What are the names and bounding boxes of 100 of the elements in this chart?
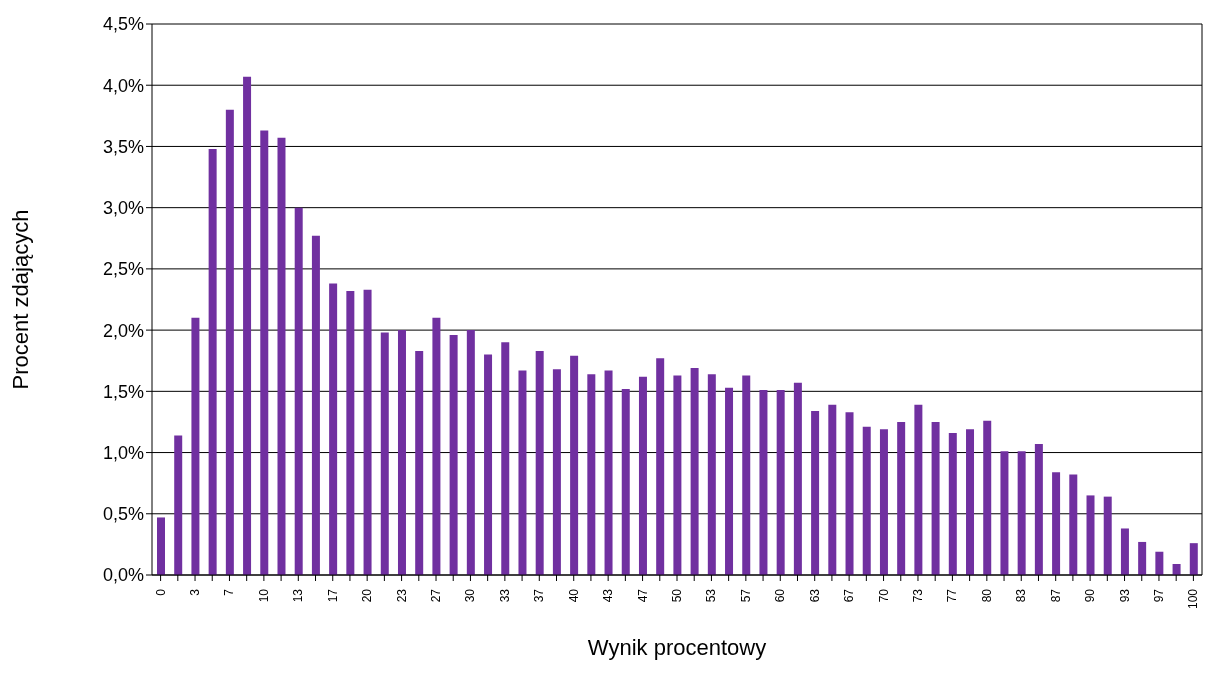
bar [484,354,493,575]
bar [294,207,303,575]
bar [311,235,320,575]
x-tick-label: 20 [360,588,375,603]
x-tick-label: 97 [1151,588,1166,603]
x-tick-label: 30 [463,588,478,603]
bar [329,283,338,575]
bar [535,350,544,575]
bar [432,317,441,575]
bar [1034,443,1043,575]
bar [948,432,957,575]
x-tick-label: 93 [1117,588,1132,603]
x-tick-label: 17 [325,588,340,603]
y-tick-label: 1,0% [102,442,144,463]
bar [225,109,234,575]
bar [208,148,217,575]
bar [552,369,561,575]
bar [1017,451,1026,575]
x-tick-label: 70 [876,588,891,603]
x-tick-label: 50 [670,588,684,603]
bar [897,421,906,575]
x-tick-label: 37 [532,588,547,603]
x-tick-label: 7 [222,588,237,596]
bar [191,317,200,575]
bar [277,137,286,575]
x-tick-label: 60 [773,588,788,603]
bar [174,435,183,575]
x-tick-label: 63 [807,588,822,603]
x-tick-label: 47 [635,588,650,603]
bar [673,375,682,575]
bar [157,517,165,575]
bar [587,374,596,575]
bar [1103,496,1112,575]
x-tick-label: 0 [153,588,168,596]
bar [397,330,406,575]
x-tick-label: 3 [188,588,203,596]
x-tick-label: 57 [738,588,753,603]
x-tick-label: 53 [704,588,719,603]
x-tick-label: 80 [979,588,994,603]
bar [1069,474,1078,575]
x-tick-label: 90 [1083,588,1098,603]
bar [638,376,647,575]
bar [1172,563,1181,575]
bar [570,355,579,575]
y-tick-label: 2,0% [102,320,144,341]
bar [380,332,389,575]
x-tick-label: 87 [1048,588,1063,603]
x-tick-label: 67 [842,588,857,603]
y-tick-label: 2,5% [102,259,144,280]
bar [466,330,475,575]
bar [621,388,630,575]
bar [879,429,888,575]
bar [1052,472,1061,575]
bar [656,358,665,575]
bar [983,420,992,575]
bar [690,368,699,575]
bar [415,350,424,575]
x-tick-label: 83 [1014,588,1029,603]
y-tick-label: 1,5% [102,381,144,402]
bar [363,289,372,575]
bar [449,335,458,575]
y-tick-label: 0,0% [102,565,144,586]
x-tick-label: 100 [1186,588,1201,610]
x-tick-label: 10 [256,588,271,603]
y-axis-title: Procent zdających [7,209,33,390]
bar [346,290,355,575]
bar [742,375,751,575]
x-tick-label: 23 [394,588,409,603]
bar [1120,528,1129,575]
bar [707,374,716,575]
bar [1086,495,1095,575]
x-tick-label: 27 [429,588,444,603]
bar [243,76,252,575]
x-tick-label: 73 [910,588,925,603]
bar [931,421,940,575]
bar [1000,451,1009,575]
y-tick-label: 3,5% [102,136,144,157]
y-tick-label: 4,5% [102,14,144,35]
x-tick-label: 13 [291,588,306,603]
y-tick-label: 0,5% [102,504,144,525]
bar [1189,543,1198,575]
bar [1155,551,1164,575]
bar [811,410,820,575]
y-tick-label: 4,0% [102,75,144,96]
bar [725,387,734,575]
bar [260,130,269,575]
bar [604,370,613,575]
y-tick-label: 3,0% [102,198,144,219]
bar [518,370,527,575]
x-tick-label: 33 [497,588,512,603]
bar [759,390,768,575]
x-tick-label: 43 [601,588,616,603]
bar [776,390,785,575]
bar [828,404,837,575]
x-axis-title: Wynik procentowy [587,635,767,660]
bar [914,404,923,575]
bar [793,382,802,575]
x-tick-label: 40 [566,588,581,603]
bar [862,426,871,575]
bar [845,412,854,575]
